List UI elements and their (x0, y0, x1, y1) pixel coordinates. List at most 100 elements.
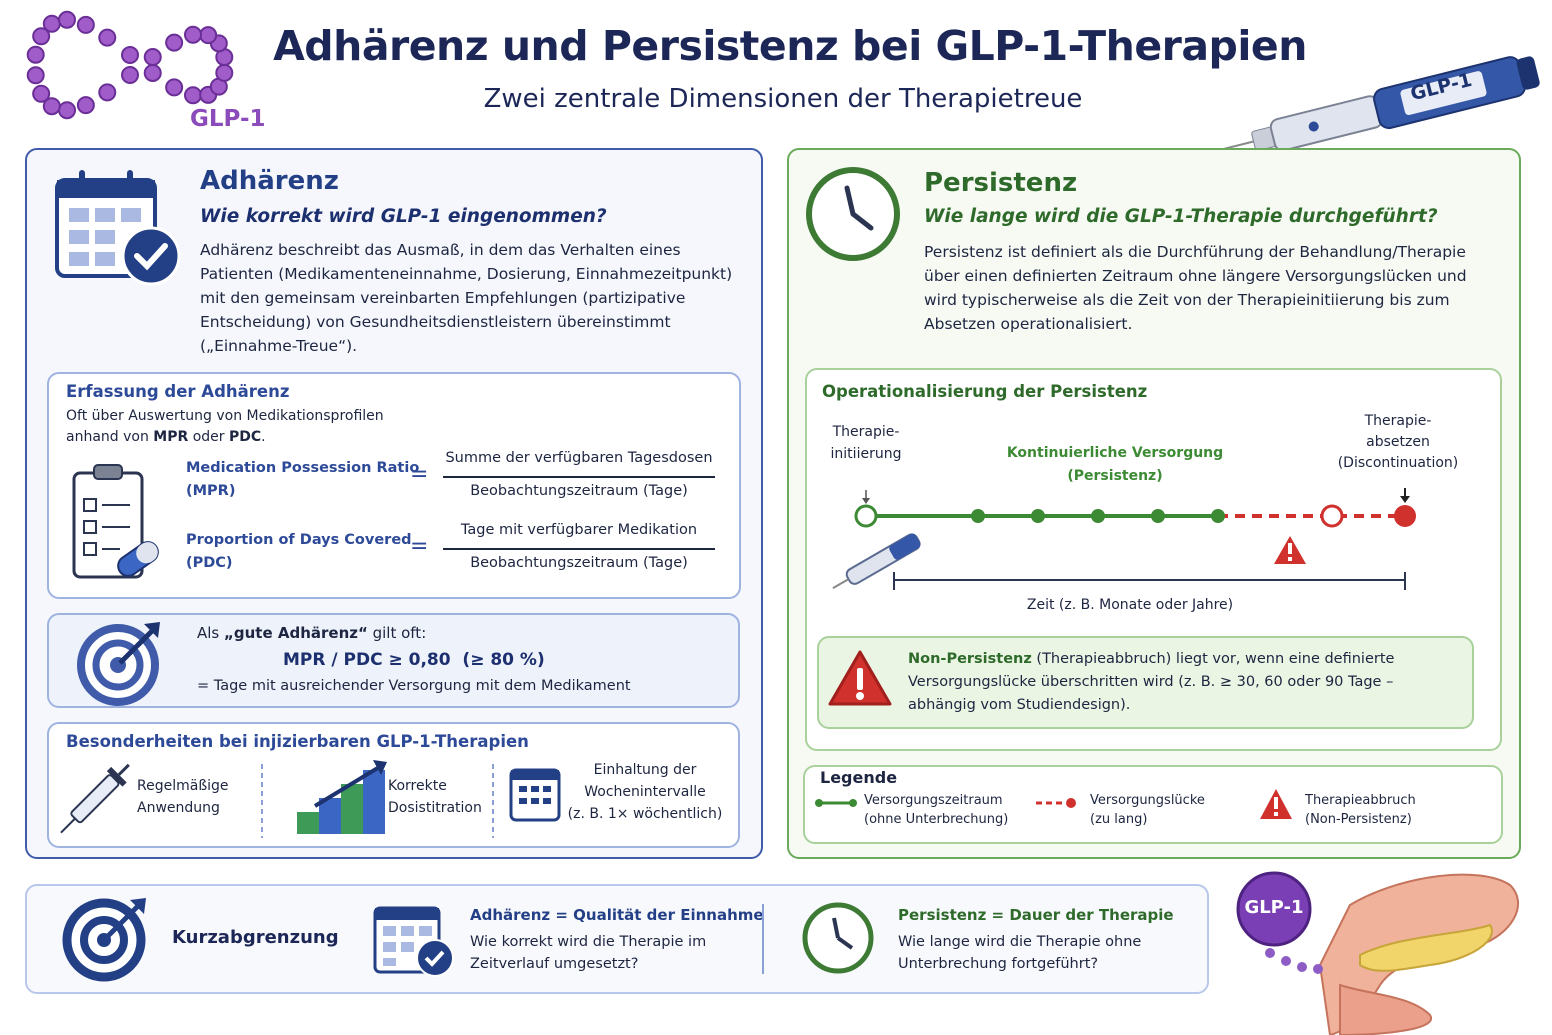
beads (26, 10, 234, 120)
rect-shape (93, 464, 123, 480)
warning-icon (828, 650, 892, 706)
rect-shape (1274, 797, 1278, 809)
intro-text: PDC (229, 429, 262, 445)
formula-operator: = (410, 534, 429, 559)
key: Persistenz (898, 906, 987, 924)
circle-shape (815, 799, 823, 807)
pen-illustration (1216, 56, 1540, 152)
line-shape (850, 211, 874, 231)
path-shape (1400, 496, 1410, 503)
rect-shape (419, 926, 432, 936)
rect-shape (1400, 71, 1487, 116)
legend-item: (zu lang) (1090, 812, 1148, 827)
g-shape (83, 498, 130, 556)
circle-shape (1265, 948, 1275, 958)
g-shape (1216, 56, 1540, 152)
formula-denominator: Beobachtungszeitraum (Tage) (470, 483, 688, 499)
bead (76, 96, 95, 115)
timeline (832, 488, 1416, 590)
rect-shape (519, 798, 527, 804)
summary-adherence-title: Adhärenz = Qualität der Einnahme (470, 906, 764, 924)
g-shape (60, 763, 130, 834)
rect-shape (70, 774, 120, 824)
operationalization-heading: Operationalisierung der Persistenz (822, 382, 1148, 401)
g-shape (383, 926, 432, 966)
g-shape (509, 768, 561, 822)
rect-shape (136, 542, 158, 564)
formula-abbr: (PDC) (186, 555, 233, 571)
rect-shape (1288, 543, 1292, 554)
clock-icon (806, 167, 900, 261)
non-persistence-text: Non-Persistenz (Therapieabbruch) liegt v… (908, 648, 1463, 717)
clipboard-icon (72, 464, 159, 579)
rect-shape (383, 926, 396, 936)
feature-item: Anwendung (137, 800, 220, 816)
intro-text: oder (188, 429, 230, 445)
features-heading: Besonderheiten bei injizierbaren GLP-1-T… (66, 732, 529, 751)
path-shape (130, 898, 146, 914)
g-shape (297, 760, 387, 834)
rect-shape (83, 542, 97, 556)
path-shape (144, 622, 160, 638)
legend-heading: Legende (820, 768, 898, 787)
path-shape (424, 950, 445, 967)
timeline-middle-label: (Persistenz) (1067, 468, 1163, 484)
formula-name: Medication Possession Ratio (186, 460, 420, 476)
rect-shape (57, 180, 155, 198)
circle-shape (1281, 956, 1291, 966)
bead (121, 66, 139, 84)
rect-shape (857, 668, 863, 690)
good-adherence-formula: MPR / PDC ≥ 0,80 (≥ 80 %) (283, 650, 545, 670)
timeline-axis-label: Zeit (z. B. Monate oder Jahre) (1026, 597, 1234, 613)
summary-persistence-title: Persistenz = Dauer der Therapie (898, 906, 1174, 924)
measurement-intro: Oft über Auswertung von Medikationsprofi… (66, 406, 411, 448)
calendar-icon (55, 170, 181, 286)
formula-denominator: Beobachtungszeitraum (Tage) (470, 555, 688, 571)
circle-shape (1236, 871, 1312, 947)
g-shape (519, 786, 551, 804)
formula-numerator: Tage mit verfügbarer Medikation (460, 522, 698, 538)
rect-shape (519, 786, 527, 792)
rect-shape (543, 786, 551, 792)
feature-icons (60, 760, 561, 838)
equation: = Dauer der Therapie (986, 906, 1174, 924)
persistence-question: Wie lange wird die GLP-1-Therapie durchg… (924, 206, 1438, 227)
circle-shape (1297, 962, 1307, 972)
title: Adhärenz und Persistenz bei GLP-1-Therap… (273, 22, 1307, 70)
bead (98, 28, 117, 47)
intro-text: MPR (153, 429, 189, 445)
line-shape (118, 629, 154, 665)
good-adherence-note: = Tage mit ausreichender Versorgung mit … (197, 678, 631, 694)
equation: = Qualität der Einnahme (550, 906, 764, 924)
bead (26, 45, 45, 64)
rect-shape (79, 170, 85, 188)
line-shape (117, 763, 130, 776)
good-adherence-box (47, 613, 740, 708)
formula-name: Proportion of Days Covered (186, 532, 412, 548)
line-shape (844, 185, 856, 217)
summary-adherence-text: Wie korrekt wird die Therapie im Zeitver… (470, 934, 707, 972)
legend-box (803, 765, 1503, 844)
timeline-middle-label: Kontinuierliche Versorgung (1006, 445, 1224, 461)
line-shape (60, 817, 76, 834)
g-shape (117, 541, 159, 577)
rect-shape (83, 520, 97, 534)
summary-label: Kurzabgrenzung (172, 927, 339, 948)
rect-shape (69, 230, 89, 244)
line-shape (836, 936, 854, 950)
rect-shape (401, 942, 414, 952)
formula-abbr: (MPR) (186, 483, 236, 499)
timeline-start-label: Therapie- (832, 424, 900, 440)
good-adherence-lead: Als „gute Adhärenz“ gilt oft: (197, 624, 426, 642)
timeline-end-label: (Discontinuation) (1337, 455, 1459, 471)
circle-shape (1091, 509, 1105, 523)
rect-shape (1269, 95, 1383, 152)
timeline-start-label: initiierung (830, 446, 902, 462)
circle-shape (1308, 121, 1319, 132)
lead-text: „gute Adhärenz“ (224, 624, 368, 642)
measurement-heading: Erfassung der Adhärenz (66, 382, 290, 401)
g-shape (832, 533, 921, 589)
path-shape (134, 243, 168, 271)
